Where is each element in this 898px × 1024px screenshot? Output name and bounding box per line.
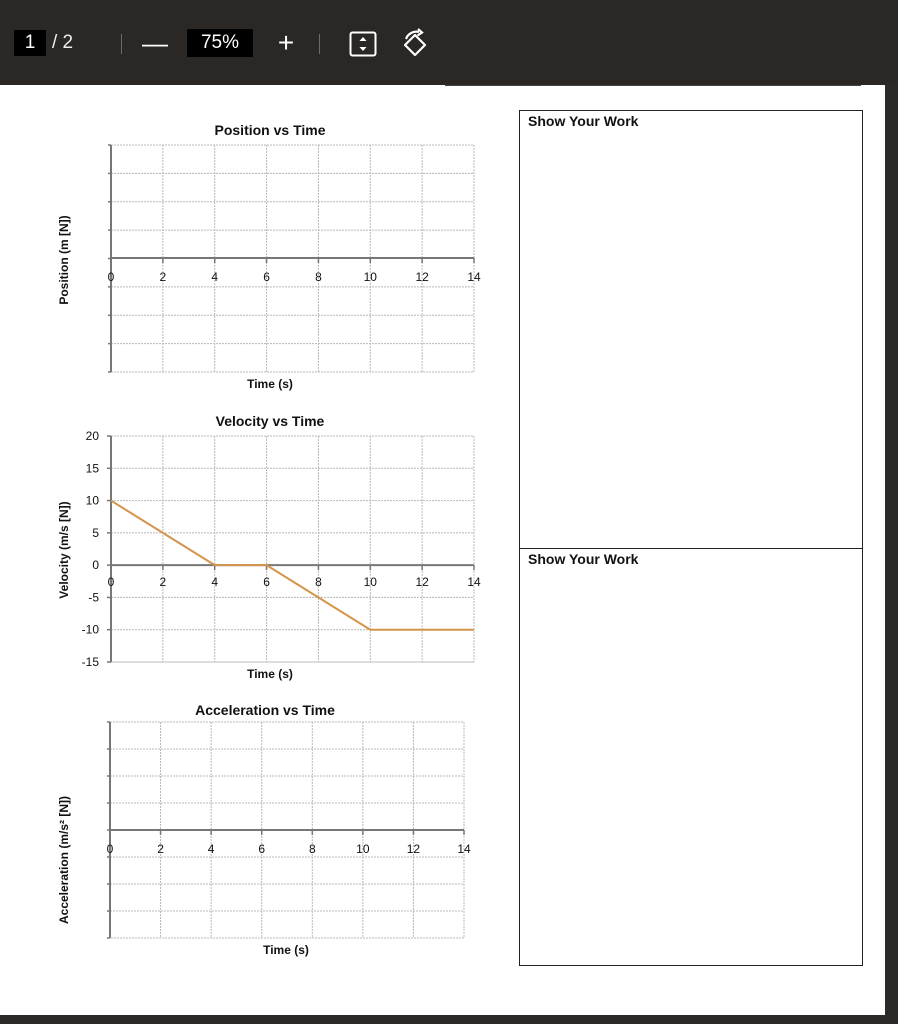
zoom-out-button[interactable]: —	[142, 27, 168, 58]
y-tick-label: 0	[92, 558, 99, 572]
x-tick-label: 10	[364, 270, 378, 284]
x-tick-label: 8	[315, 270, 322, 284]
x-axis-label: Time (s)	[247, 667, 293, 681]
work-box[interactable]: Show Your Work	[519, 110, 863, 549]
y-tick-label: -10	[82, 623, 100, 637]
page-total: / 2	[52, 32, 74, 53]
x-tick-label: 2	[160, 270, 167, 284]
zoom-in-button[interactable]: +	[277, 27, 295, 58]
x-tick-label: 10	[364, 575, 378, 589]
series-line	[110, 499, 474, 631]
x-tick-label: 0	[107, 842, 114, 856]
zoom-level-input[interactable]: 75%	[187, 29, 253, 57]
y-tick-label: -5	[88, 590, 99, 604]
x-tick-label: 8	[309, 842, 316, 856]
y-tick-label: 5	[92, 526, 99, 540]
acceleration-time-chart: 0 2 4 6 8 10 12 14	[107, 721, 471, 939]
fit-page-button[interactable]	[348, 30, 378, 58]
y-tick-label: 15	[86, 461, 100, 475]
x-tick-label: 14	[457, 842, 471, 856]
x-tick-label: 6	[258, 842, 265, 856]
work-box-label: Show Your Work	[528, 113, 639, 129]
x-tick-label: 6	[263, 270, 270, 284]
x-tick-label: 12	[415, 270, 429, 284]
x-tick-label: 14	[467, 270, 481, 284]
x-tick-label: 2	[160, 575, 167, 589]
page-divider	[445, 85, 861, 86]
toolbar-divider	[121, 34, 122, 54]
work-box-label: Show Your Work	[528, 551, 639, 567]
chart-title: Position vs Time	[214, 122, 326, 138]
x-tick-label: 4	[211, 270, 218, 284]
y-tick-label: -15	[82, 655, 100, 669]
pdf-toolbar: 1 / 2 — 75% +	[0, 0, 898, 85]
y-tick-label: 10	[86, 494, 100, 508]
x-tick-label: 0	[108, 270, 115, 284]
x-tick-label: 10	[356, 842, 370, 856]
rotate-icon	[403, 28, 427, 57]
toolbar-divider	[319, 34, 320, 54]
x-tick-label: 0	[108, 575, 115, 589]
velocity-time-chart: 20 15 10 5 0 -5 -10 -15 0 2 4 6 8 10 12 14	[82, 429, 481, 669]
rotate-button[interactable]	[399, 28, 431, 60]
fit-page-icon	[349, 31, 377, 57]
x-axis-label: Time (s)	[247, 377, 293, 391]
page-number-input[interactable]: 1	[14, 30, 46, 56]
x-tick-label: 4	[208, 842, 215, 856]
x-axis-label: Time (s)	[263, 943, 309, 957]
x-tick-label: 14	[467, 575, 481, 589]
x-tick-label: 2	[157, 842, 164, 856]
x-tick-label: 12	[415, 575, 429, 589]
x-tick-label: 4	[211, 575, 218, 589]
y-tick-label: 20	[86, 429, 100, 443]
position-time-chart: 0 2 4 6 8 10 12 14	[108, 144, 481, 373]
x-tick-label: 12	[407, 842, 421, 856]
chart-title: Velocity vs Time	[215, 413, 325, 429]
work-box[interactable]: Show Your Work	[519, 548, 863, 966]
x-tick-label: 8	[315, 575, 322, 589]
x-tick-label: 6	[263, 575, 270, 589]
chart-title: Acceleration vs Time	[195, 702, 335, 718]
